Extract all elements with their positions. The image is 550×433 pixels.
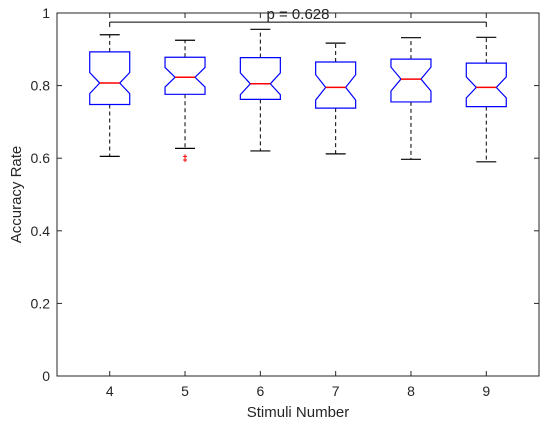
y-tick-label: 0.6 (31, 150, 51, 166)
axes-frame (56, 12, 540, 377)
notched-box (239, 57, 281, 100)
notched-box (390, 58, 432, 103)
notched-box (89, 51, 131, 106)
y-axis-label: Accuracy Rate (8, 146, 25, 244)
x-tick-label: 8 (407, 383, 415, 399)
x-tick-label: 6 (256, 383, 264, 399)
outlier-point (183, 158, 188, 163)
y-tick-label: 0.2 (31, 295, 51, 311)
notched-box (465, 62, 507, 108)
box-group (315, 42, 357, 155)
x-tick-label: 4 (106, 383, 114, 399)
x-tick-label: 9 (482, 383, 490, 399)
box-group (89, 34, 131, 157)
notched-box (164, 56, 206, 95)
box-group (390, 37, 432, 160)
outlier-point (183, 154, 188, 159)
y-tick-label: 1 (42, 5, 50, 21)
x-tick-label: 7 (332, 383, 340, 399)
x-tick-label: 5 (181, 383, 189, 399)
p-value-label: p = 0.628 (267, 6, 330, 23)
box-group (239, 28, 281, 152)
box-group (465, 36, 507, 163)
axes-layer: 0 0.2 0.4 0.6 0.8 1 4 5 6 7 8 9 (31, 5, 539, 399)
x-axis-label: Stimuli Number (247, 404, 350, 421)
marks-layer: p = 0.628 (89, 6, 507, 163)
y-tick-label: 0 (42, 368, 50, 384)
box-group (164, 39, 206, 163)
y-tick-label: 0.4 (31, 223, 51, 239)
notched-box (315, 61, 357, 109)
y-tick-label: 0.8 (31, 78, 51, 94)
